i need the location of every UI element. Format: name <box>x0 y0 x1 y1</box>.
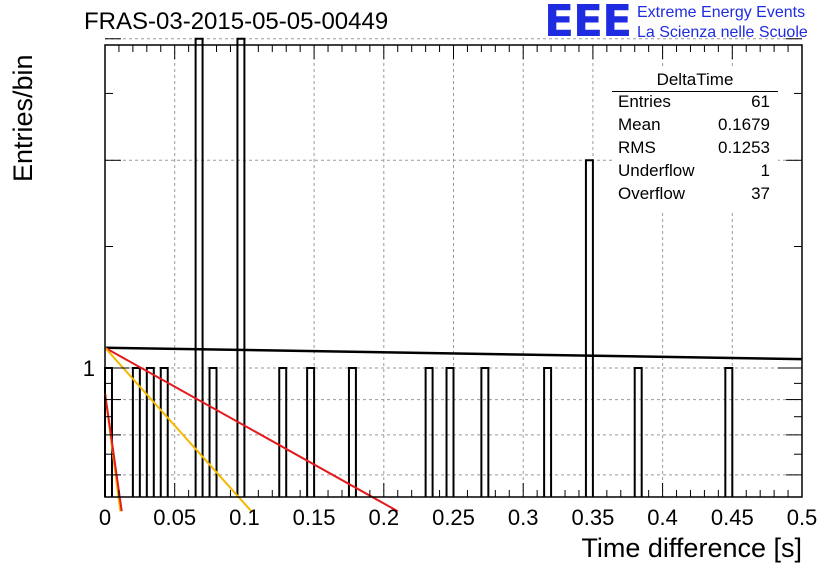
tick-labels: 0 0.05 0.1 0.15 0.2 0.25 0.3 0.35 0.4 0.45 0.5 1 <box>83 356 818 530</box>
chart-title: FRAS-03-2015-05-05-00449 <box>84 8 389 35</box>
fit-lines <box>104 346 803 513</box>
histogram-bar <box>194 37 204 497</box>
histogram-bars <box>104 37 734 497</box>
histogram-bar <box>633 367 643 497</box>
stats-value: 37 <box>751 184 770 203</box>
histogram-bar <box>278 367 288 497</box>
x-tick-label: 0.1 <box>229 505 260 530</box>
stats-key: RMS <box>618 138 656 157</box>
histogram-bar <box>208 367 218 497</box>
logo-line1: Extreme Energy Events <box>637 4 806 21</box>
histogram-bar <box>724 367 734 497</box>
stats-title: DeltaTime <box>656 70 734 89</box>
stats-value: 1 <box>760 161 770 180</box>
x-tick-label: 0.25 <box>432 505 475 530</box>
stats-value: 0.1253 <box>718 138 770 157</box>
histogram-bar <box>306 367 316 497</box>
histogram-bar <box>347 367 357 497</box>
histogram-bar <box>480 367 490 497</box>
stats-row-entries: Entries 61 <box>618 92 770 114</box>
stats-box: DeltaTime Entries 61 Mean 0.1679 RMS 0.1… <box>612 68 778 210</box>
stats-value: 61 <box>751 92 770 111</box>
fit-line <box>104 346 803 361</box>
stats-row-overflow: Overflow 37 <box>618 184 770 206</box>
stats-row-rms: RMS 0.1253 <box>618 138 770 160</box>
logo-line2: La Scienza nelle Scuole <box>637 24 808 41</box>
histogram-bar <box>159 367 169 497</box>
x-tick-label: 0.45 <box>711 505 754 530</box>
stats-value: 0.1679 <box>718 115 770 134</box>
x-tick-label: 0.3 <box>508 505 539 530</box>
x-tick-label: 0.5 <box>787 505 818 530</box>
stats-key: Overflow <box>618 184 686 203</box>
x-tick-label: 0.05 <box>153 505 196 530</box>
y-axis-title: Entries/bin <box>8 54 38 182</box>
eee-logo: EEE Extreme Energy Events La Scienza nel… <box>544 0 834 47</box>
x-tick-label: 0.2 <box>369 505 400 530</box>
fit-line <box>104 347 253 512</box>
logo-mark: EEE <box>544 0 632 47</box>
histogram-bar <box>543 367 553 497</box>
histogram-bar <box>445 367 455 497</box>
stats-key: Underflow <box>618 161 695 180</box>
histogram-bar <box>424 367 434 497</box>
stats-row-mean: Mean 0.1679 <box>618 115 770 137</box>
histogram-bar <box>236 37 246 497</box>
x-tick-label: 0.35 <box>571 505 614 530</box>
x-tick-label: 0.4 <box>647 505 678 530</box>
stats-row-underflow: Underflow 1 <box>618 161 770 183</box>
histogram-bar <box>131 367 141 497</box>
histogram-bar <box>584 159 594 497</box>
fit-line <box>104 346 399 513</box>
stats-key: Mean <box>618 115 661 134</box>
x-tick-label: 0.15 <box>293 505 336 530</box>
histogram-bar <box>145 367 155 497</box>
x-tick-label: 0 <box>99 505 111 530</box>
stats-divider <box>612 91 778 92</box>
stats-key: Entries <box>618 92 671 111</box>
axis-ticks <box>104 38 803 497</box>
y-tick-label: 1 <box>83 356 95 381</box>
x-axis-title: Time difference [s] <box>581 533 802 563</box>
